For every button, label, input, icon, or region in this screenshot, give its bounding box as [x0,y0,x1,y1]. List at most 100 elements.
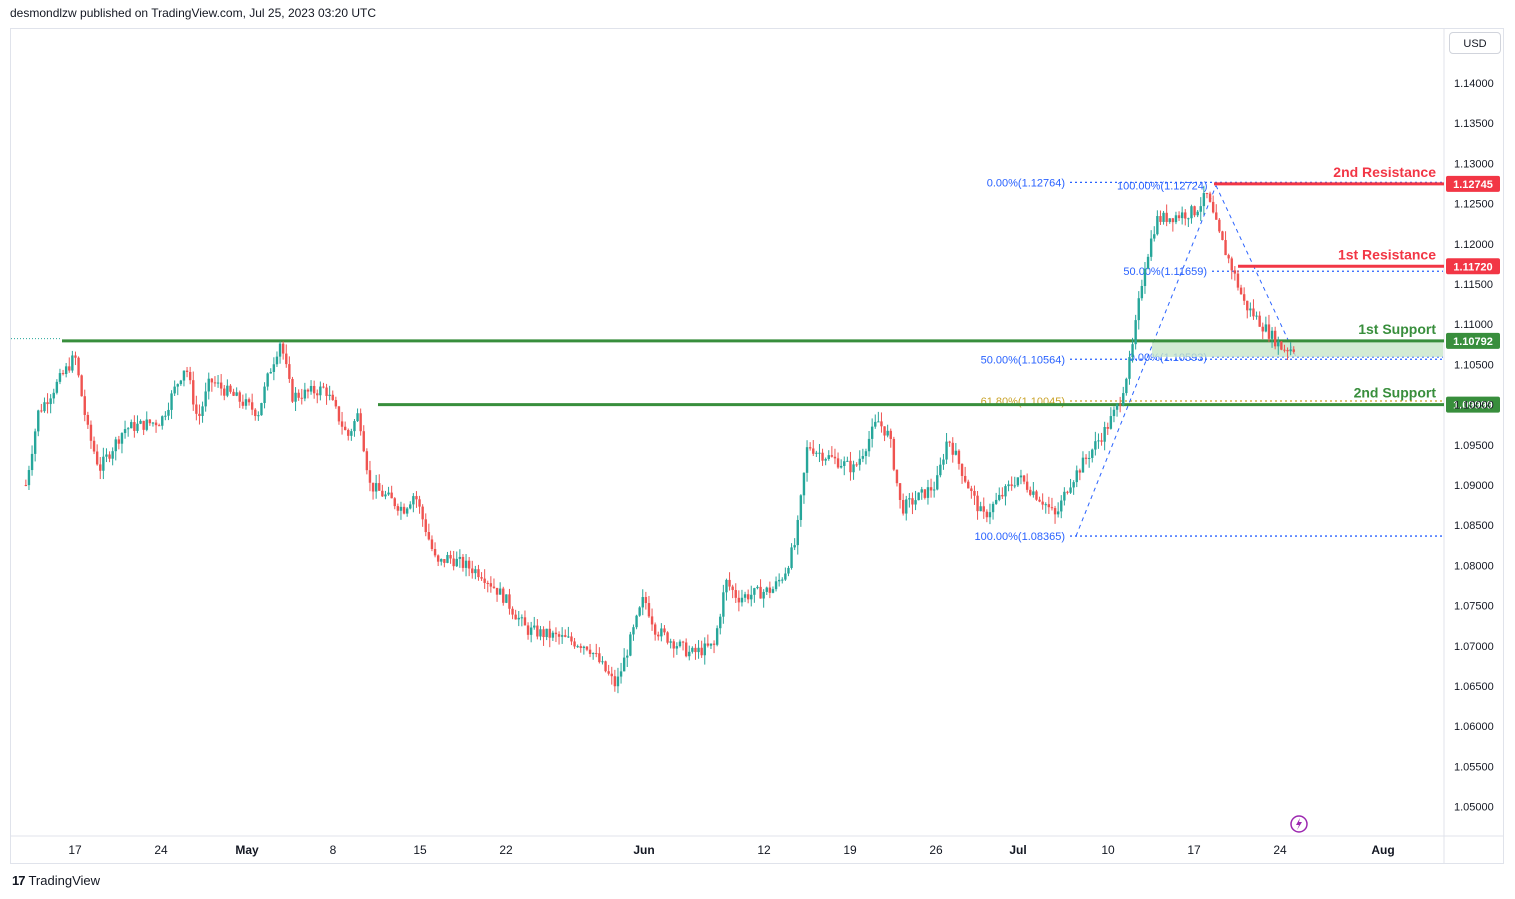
candle-body [1187,218,1190,220]
candle-body [1047,504,1051,508]
candle-body [213,382,217,384]
price-tick-label: 1.07500 [1454,601,1494,613]
level-price-text: 1.10792 [1453,336,1493,348]
candle-body [154,422,158,426]
candle-body [89,424,93,441]
candle-body [1103,427,1106,442]
candle-body [1032,491,1035,495]
candle-body [843,461,846,466]
candle-body [988,512,992,518]
candle-body [170,393,173,410]
time-tick-label: Aug [1371,843,1394,857]
level-name-label: 2nd Support [1354,385,1437,401]
fib-level-label: 50.00%(1.11659) [1123,266,1207,278]
candle-body [55,381,59,393]
candle-body [799,495,803,520]
candle-body [123,429,127,434]
candle-body [381,490,384,497]
candle-body [300,397,303,399]
candle-body [588,649,592,654]
candle-body [471,568,474,574]
candle-body [161,416,164,426]
time-tick-label: 17 [1187,843,1201,857]
candle-body [622,657,626,672]
candle-body [1270,330,1274,339]
candle-body [1097,440,1100,442]
candle-body [1224,240,1227,256]
candle-body [467,560,471,569]
candle-body [430,539,434,550]
candle-body [703,643,706,656]
candle-body [111,451,114,459]
candle-body [1044,504,1047,506]
candle-body [746,594,750,600]
candle-body [877,421,880,423]
candle-body [412,496,415,505]
candle-body [867,438,871,452]
candle-body [136,423,139,431]
candle-body [232,391,235,396]
candle-body [179,380,183,385]
candle-body [719,616,722,629]
candle-body [905,499,908,514]
candle-body [787,567,790,574]
candle-body [142,420,145,430]
candle-body [343,426,347,431]
candle-body [821,452,824,461]
candle-body [781,579,784,581]
candle-body [263,386,266,404]
candle-body [545,628,548,638]
price-tick-label: 1.11000 [1454,319,1493,331]
candle-body [839,465,843,468]
candle-body [957,450,961,464]
candle-body [223,388,226,396]
candle-body [889,430,892,439]
candle-body [356,413,359,422]
candle-body [396,506,400,511]
candle-body [1050,507,1054,509]
candle-body [415,496,418,500]
candle-body [1289,349,1292,352]
candle-body [1168,218,1171,222]
candle-body [951,442,954,455]
candle-body [526,625,530,635]
currency-button[interactable]: USD [1449,32,1501,54]
time-tick-label: 15 [413,843,427,857]
candle-body [405,508,409,514]
candle-body [195,404,198,414]
candle-body [244,399,248,406]
price-tick-label: 1.13000 [1454,158,1494,170]
candle-body [880,421,883,427]
candle-body [374,483,378,492]
candle-body [777,579,781,582]
candle-body [188,371,192,381]
candle-body [1075,470,1078,483]
candle-body [37,410,40,432]
candle-body [1004,486,1007,497]
candle-body [774,581,778,590]
candle-body [533,625,536,628]
candle-body [210,378,214,383]
candle-body [911,498,914,505]
candle-body [616,676,620,687]
candle-body [83,396,86,415]
tradingview-footer[interactable]: 17 TradingView [12,873,100,888]
candle-body [1171,218,1175,223]
candle-body [523,617,527,626]
candle-body [1273,330,1277,347]
candle-body [1165,212,1168,222]
candle-body [1029,489,1032,495]
candle-body [1122,393,1125,406]
candle-body [1060,500,1063,512]
candle-body [1193,206,1196,216]
candle-body [325,387,328,396]
candle-body [551,632,555,638]
candle-body [120,433,124,444]
candle-body [260,403,263,416]
candle-body [238,392,241,402]
candle-body [1025,481,1029,490]
candle-body [198,413,201,416]
candle-body [241,401,245,406]
candle-body [942,459,945,465]
